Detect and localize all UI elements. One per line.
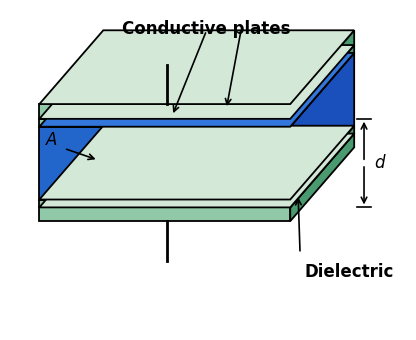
Polygon shape <box>40 207 290 221</box>
Polygon shape <box>40 30 354 104</box>
Polygon shape <box>290 45 354 127</box>
Polygon shape <box>40 119 290 127</box>
Polygon shape <box>40 45 354 119</box>
Text: A: A <box>45 132 57 150</box>
Polygon shape <box>40 134 354 207</box>
Text: Conductive plates: Conductive plates <box>122 20 291 38</box>
Text: Dielectric: Dielectric <box>305 264 394 282</box>
Text: d: d <box>374 154 384 172</box>
Polygon shape <box>40 127 290 200</box>
Polygon shape <box>40 53 354 127</box>
Polygon shape <box>290 126 354 207</box>
Polygon shape <box>40 126 354 200</box>
Polygon shape <box>290 53 354 200</box>
Polygon shape <box>290 134 354 221</box>
Polygon shape <box>290 30 354 119</box>
Polygon shape <box>40 200 290 207</box>
Polygon shape <box>40 104 290 119</box>
